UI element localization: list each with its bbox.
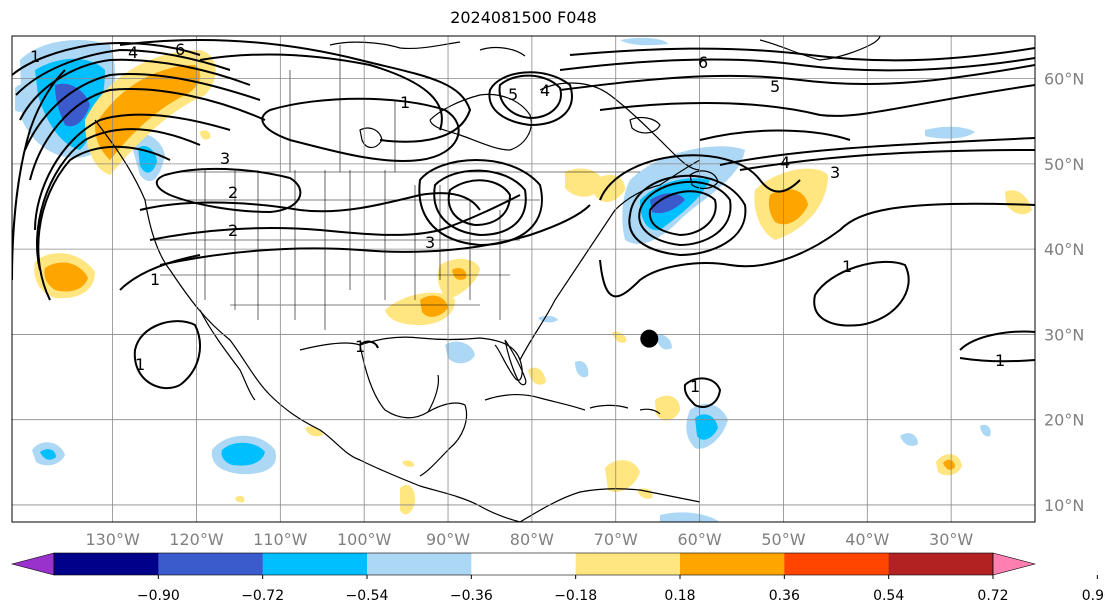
- colorbar-segment: [367, 553, 472, 575]
- longitude-labels: 130°W 120°W 110°W 100°W 90°W 80°W 70°W 60°W 50°W…: [85, 530, 973, 549]
- contour-label: 1: [30, 47, 40, 66]
- anomaly-shading: [15, 37, 1032, 522]
- contour-label: 1: [400, 93, 410, 112]
- longitude-label: 50°W: [761, 530, 805, 549]
- contour-label: 2: [228, 221, 238, 240]
- map-area: 6 3 2 2 1 3 1 5 4 6 5 4 3 1 1 1 1 1 1 4: [12, 36, 1035, 522]
- map-title: 2024081500 F048: [450, 8, 597, 27]
- colorbar-segment: [575, 553, 681, 575]
- longitude-label: 100°W: [337, 530, 392, 549]
- latitude-labels: 10°N 20°N 30°N 40°N 50°N 60°N: [1044, 70, 1084, 515]
- longitude-label: 40°W: [845, 530, 889, 549]
- contour-label: 4: [780, 153, 790, 172]
- colorbar-extend-high: [992, 552, 1037, 576]
- contour-label: 6: [698, 53, 708, 72]
- colorbar-extend-low: [10, 552, 55, 576]
- longitude-label: 120°W: [169, 530, 224, 549]
- contour-label: 1: [150, 270, 160, 289]
- colorbar-segment: [784, 553, 890, 575]
- colorbar-segment: [471, 553, 577, 575]
- storm-center-marker: [640, 329, 659, 348]
- contour-lines: [12, 39, 1035, 408]
- latitude-label: 60°N: [1044, 70, 1084, 89]
- contour-label: 4: [540, 81, 550, 100]
- colorbar-segment: [262, 553, 368, 575]
- contour-label: 3: [425, 233, 435, 252]
- contour-label: 1: [135, 355, 145, 374]
- contour-labels: 6 3 2 2 1 3 1 5 4 6 5 4 3 1 1 1 1 1 1 4: [30, 40, 1005, 396]
- colorbar-frame: [53, 552, 994, 576]
- longitude-label: 130°W: [85, 530, 140, 549]
- contour-label: 5: [770, 77, 780, 96]
- colorbar-segment: [888, 553, 994, 575]
- contour-label: 1: [842, 257, 852, 276]
- contour-label: 1: [995, 351, 1005, 370]
- contour-label: 5: [508, 85, 518, 104]
- colorbar-segment: [158, 553, 264, 575]
- contour-label: 1: [355, 337, 365, 356]
- gridlines: [12, 36, 1035, 522]
- coastlines: [94, 36, 881, 522]
- longitude-label: 60°W: [677, 530, 721, 549]
- colorbar-segment: [680, 553, 785, 575]
- colorbar-tick-label: −0.18: [554, 588, 597, 604]
- longitude-label: 70°W: [594, 530, 638, 549]
- colorbar-tick-label: −0.90: [137, 588, 180, 604]
- colorbar-tick-label: 0.18: [664, 588, 695, 604]
- longitude-label: 30°W: [929, 530, 973, 549]
- latitude-label: 40°N: [1044, 240, 1084, 259]
- longitude-label: 110°W: [253, 530, 308, 549]
- latitude-label: 30°N: [1044, 325, 1084, 344]
- contour-label: 4: [128, 43, 138, 62]
- latitude-label: 10°N: [1044, 496, 1084, 515]
- contour-label: 3: [220, 149, 230, 168]
- colorbar-tick-label: 0.54: [873, 588, 904, 604]
- longitude-label: 90°W: [426, 530, 470, 549]
- latitude-label: 50°N: [1044, 155, 1084, 174]
- colorbar-tick-label: −0.72: [241, 588, 284, 604]
- colorbar-tick-label: −0.54: [346, 588, 389, 604]
- longitude-label: 80°W: [510, 530, 554, 549]
- colorbar-tick-label: 0.36: [769, 588, 800, 604]
- contour-label: 2: [228, 183, 238, 202]
- contour-label: 6: [175, 40, 185, 59]
- colorbar-tick-label: 0.90: [1082, 588, 1105, 604]
- contour-label: 3: [830, 163, 840, 182]
- colorbar-segment: [54, 553, 159, 575]
- contour-label: 1: [690, 377, 700, 396]
- colorbar-tick-label: −0.36: [450, 588, 493, 604]
- colorbar-tick-label: 0.72: [977, 588, 1008, 604]
- colorbar: −0.90 −0.72 −0.54 −0.36 −0.18 0.18 0.36 0.54 0.7…: [10, 552, 1105, 604]
- map-frame: [11, 35, 1036, 523]
- latitude-label: 20°N: [1044, 411, 1084, 430]
